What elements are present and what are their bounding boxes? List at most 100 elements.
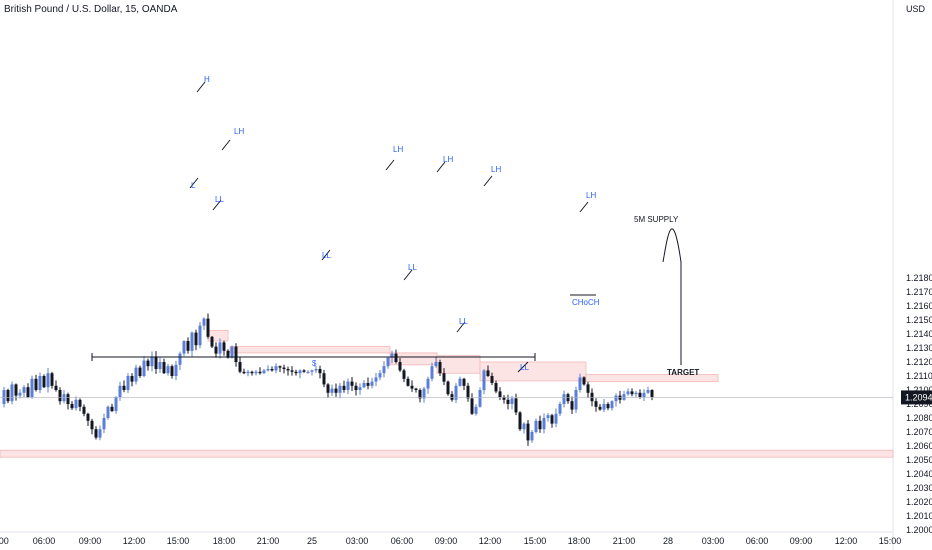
candle-body [90, 420, 94, 430]
annotation-ll-5: LL [520, 363, 529, 372]
annotation-supply-label: 5M SUPPLY [634, 215, 679, 224]
candle-body [130, 376, 134, 382]
candle-body [546, 415, 550, 418]
candle-body [494, 383, 498, 392]
candle-body [226, 350, 230, 358]
candle-body [554, 413, 558, 424]
annotation-lh-2: LH [393, 145, 403, 154]
annotation-ll-2: LL [322, 251, 331, 260]
candle-body [414, 388, 418, 390]
annotation-arrow [189, 177, 199, 189]
candle-body [66, 394, 70, 404]
annotation-ll-4: LL [459, 317, 468, 326]
candle-body [570, 401, 574, 410]
candle-body [578, 377, 582, 390]
y-tick-label: 1.21100 [906, 371, 932, 381]
candle-body [294, 371, 298, 374]
candle-body [422, 388, 426, 399]
annotation-arrow [385, 159, 395, 171]
candle-body [450, 394, 454, 400]
y-tick-label: 1.20500 [906, 455, 932, 465]
y-tick-label: 1.21600 [906, 301, 932, 311]
x-tick-label: 12:00 [479, 536, 502, 546]
candle-body [362, 383, 366, 388]
annotation-lh-1: LH [234, 127, 244, 136]
candle-body [342, 385, 346, 390]
x-tick-label: 09:00 [790, 536, 813, 546]
y-tick-label: 1.20200 [906, 497, 932, 507]
candle-body [110, 406, 114, 411]
y-tick-label: 1.21000 [906, 385, 932, 395]
candle-body [366, 383, 370, 386]
candle-body [558, 404, 562, 414]
candle-body [138, 367, 142, 376]
candle-body [290, 370, 294, 372]
candle-body [406, 378, 410, 386]
candle-body [306, 371, 310, 373]
candle-body [238, 362, 242, 372]
candle-body [622, 394, 626, 400]
candle-body [358, 387, 362, 390]
zone-supply-5 [479, 361, 587, 382]
annotation-target-label: TARGET [667, 368, 699, 377]
candle-body [526, 423, 530, 441]
y-tick-label: 1.21200 [906, 357, 932, 367]
annotation-l: L [191, 181, 196, 190]
candle-body [514, 398, 518, 413]
candle-body [166, 366, 170, 374]
candle-body [542, 418, 546, 430]
candle-body [598, 406, 602, 410]
candle-body [106, 406, 110, 418]
annotation-arrow [436, 161, 446, 173]
candle-body [650, 390, 654, 397]
annotation-arrow [403, 269, 413, 281]
annotation-lh-5: LH [586, 191, 596, 200]
annotation-h: H [204, 75, 210, 84]
currency-label: USD [906, 4, 926, 14]
annotation-arrow [196, 81, 206, 93]
candle-body [430, 366, 434, 379]
candle-body [446, 381, 450, 395]
candle-body [498, 391, 502, 397]
candle-body [54, 385, 58, 390]
x-tick-label: 12:00 [835, 536, 858, 546]
candle-body [378, 373, 382, 378]
candle-body [98, 429, 102, 438]
candle-body [318, 369, 322, 374]
candle-body [190, 332, 194, 351]
x-tick-label: 25 [307, 536, 317, 546]
candle-body [482, 370, 486, 390]
current-price-label: 1.20947 [905, 392, 932, 402]
y-tick-label: 1.21500 [906, 315, 932, 325]
x-tick-label: 3:00 [0, 536, 9, 546]
candle-body [194, 332, 198, 346]
x-tick-label: 03:00 [702, 536, 725, 546]
candle-body [550, 415, 554, 424]
candle-body [2, 390, 6, 404]
annotation-ll-1: LL [215, 195, 224, 204]
candle-body [282, 367, 286, 369]
candle-body [426, 378, 430, 389]
candle-body [22, 387, 26, 393]
candle-body [458, 378, 462, 386]
candle-body [86, 413, 90, 421]
x-tick-label: 12:00 [123, 536, 146, 546]
candle-body [538, 420, 542, 430]
candle-body [418, 390, 422, 399]
candle-body [214, 346, 218, 354]
y-tick-label: 1.20000 [906, 525, 932, 535]
chart-title: British Pound / U.S. Dollar, 15, OANDA [4, 4, 178, 15]
candle-body [614, 395, 618, 402]
candle-body [170, 366, 174, 376]
zone-target-zone [0, 449, 894, 458]
candle-body [346, 381, 350, 390]
candle-body [46, 373, 50, 388]
candle-body [18, 392, 22, 396]
annotation-arrow [221, 139, 231, 151]
candle-body [642, 392, 646, 397]
candle-body [590, 392, 594, 402]
projection-path [662, 228, 682, 365]
candle-body [522, 423, 526, 430]
current-price-badge [901, 390, 932, 405]
